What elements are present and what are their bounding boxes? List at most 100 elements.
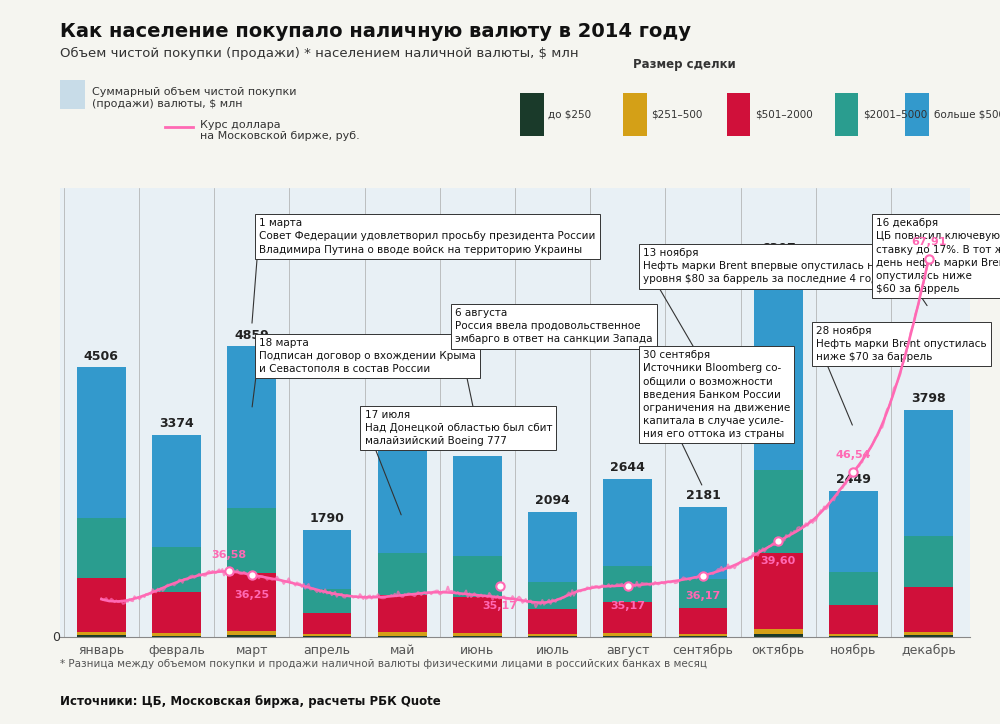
- Bar: [754, 628, 803, 634]
- Bar: [303, 589, 351, 613]
- Bar: [603, 479, 652, 637]
- Bar: [378, 636, 427, 637]
- Text: 3798: 3798: [911, 392, 946, 405]
- Bar: [754, 470, 803, 553]
- Text: $251–500: $251–500: [652, 109, 703, 119]
- Bar: [378, 552, 427, 594]
- Bar: [303, 530, 351, 637]
- FancyBboxPatch shape: [835, 93, 858, 136]
- Bar: [904, 536, 953, 586]
- Bar: [227, 635, 276, 637]
- Bar: [603, 634, 652, 636]
- Bar: [528, 636, 577, 637]
- Bar: [754, 260, 803, 470]
- Bar: [453, 633, 502, 636]
- Bar: [77, 632, 126, 636]
- Bar: [829, 572, 878, 605]
- Bar: [152, 547, 201, 592]
- Text: 6307: 6307: [761, 242, 796, 255]
- Bar: [829, 634, 878, 636]
- Bar: [603, 566, 652, 602]
- Bar: [152, 435, 201, 637]
- Text: $501–2000: $501–2000: [755, 109, 813, 119]
- Text: 1 марта
Совет Федерации удовлетворил просьбу президента России
Владимира Путина : 1 марта Совет Федерации удовлетворил про…: [259, 218, 596, 255]
- Bar: [679, 608, 727, 634]
- Text: 36,58: 36,58: [212, 550, 247, 560]
- Bar: [303, 613, 351, 634]
- Bar: [904, 586, 953, 632]
- Text: 67,91: 67,91: [911, 237, 946, 247]
- FancyBboxPatch shape: [520, 93, 544, 136]
- Bar: [904, 636, 953, 637]
- Bar: [303, 530, 351, 589]
- Bar: [603, 602, 652, 634]
- Bar: [603, 636, 652, 637]
- Text: Объем чистой покупки (продажи) * населением наличной валюты, $ млн: Объем чистой покупки (продажи) * населен…: [60, 47, 579, 60]
- Bar: [453, 556, 502, 597]
- Bar: [829, 636, 878, 637]
- Bar: [453, 597, 502, 633]
- FancyBboxPatch shape: [905, 93, 929, 136]
- Bar: [378, 594, 427, 632]
- Bar: [603, 479, 652, 566]
- Bar: [904, 632, 953, 636]
- Text: 39,60: 39,60: [761, 556, 796, 566]
- Text: 0: 0: [52, 631, 60, 644]
- Text: 6 августа
Россия ввела продовольственное
эмбарго в ответ на санкции Запада: 6 августа Россия ввела продовольственное…: [455, 308, 652, 345]
- Bar: [754, 553, 803, 628]
- FancyBboxPatch shape: [727, 93, 750, 136]
- Text: Как население покупало наличную валюту в 2014 году: Как население покупало наличную валюту в…: [60, 22, 691, 41]
- Text: 4506: 4506: [84, 350, 119, 363]
- Text: 35,17: 35,17: [610, 600, 645, 610]
- FancyBboxPatch shape: [60, 80, 84, 109]
- Text: 46,54: 46,54: [836, 450, 871, 460]
- Bar: [227, 573, 276, 631]
- Text: 28 ноября
Нефть марки Brent опустилась
ниже $70 за баррель: 28 ноября Нефть марки Brent опустилась н…: [816, 326, 986, 362]
- Bar: [152, 636, 201, 637]
- Text: Размер сделки: Размер сделки: [633, 58, 736, 71]
- Bar: [528, 512, 577, 637]
- Text: 36,25: 36,25: [234, 590, 269, 599]
- Bar: [378, 449, 427, 637]
- Bar: [378, 632, 427, 636]
- Bar: [528, 581, 577, 609]
- Text: 13 ноября
Нефть марки Brent впервые опустилась ниже
уровня $80 за баррель за пос: 13 ноября Нефть марки Brent впервые опус…: [643, 248, 897, 285]
- Bar: [528, 609, 577, 634]
- Text: 1790: 1790: [310, 512, 344, 525]
- Bar: [303, 634, 351, 636]
- Text: 2644: 2644: [610, 461, 645, 474]
- Text: 18 марта
Подписан договор о вхождении Крыма
и Севастополя в состав России: 18 марта Подписан договор о вхождении Кр…: [259, 338, 476, 374]
- Bar: [453, 456, 502, 556]
- Text: 3374: 3374: [159, 418, 194, 430]
- Bar: [453, 636, 502, 637]
- Bar: [829, 491, 878, 572]
- Text: больше $5000: больше $5000: [934, 109, 1000, 119]
- Text: 3027: 3027: [460, 438, 495, 451]
- Bar: [453, 456, 502, 637]
- Text: Курс доллара
на Московской бирже, руб.: Курс доллара на Московской бирже, руб.: [200, 119, 360, 141]
- Text: 3140: 3140: [385, 432, 420, 445]
- Text: 16 декабря
ЦБ повысил ключевую
ставку до 17%. В тот же
день нефть марки Brent
оп: 16 декабря ЦБ повысил ключевую ставку до…: [876, 218, 1000, 294]
- FancyBboxPatch shape: [623, 93, 647, 136]
- Bar: [77, 578, 126, 632]
- Text: 30 сентября
Источники Bloomberg со-
общили о возможности
введения Банком России
: 30 сентября Источники Bloomberg со- общи…: [643, 350, 790, 439]
- Bar: [152, 592, 201, 633]
- Bar: [378, 449, 427, 552]
- Bar: [904, 410, 953, 637]
- Bar: [679, 636, 727, 637]
- Text: 2449: 2449: [836, 473, 871, 486]
- Text: 2094: 2094: [535, 494, 570, 507]
- Text: 4859: 4859: [234, 329, 269, 342]
- Text: Источники: ЦБ, Московская биржа, расчеты РБК Quote: Источники: ЦБ, Московская биржа, расчеты…: [60, 695, 441, 708]
- Text: Суммарный объем чистой покупки
(продажи) валюты, $ млн: Суммарный объем чистой покупки (продажи)…: [92, 87, 296, 109]
- Bar: [754, 260, 803, 637]
- Bar: [77, 518, 126, 578]
- Bar: [528, 634, 577, 636]
- Bar: [528, 512, 577, 581]
- Bar: [754, 634, 803, 637]
- Bar: [904, 410, 953, 536]
- Bar: [227, 346, 276, 508]
- Text: $2001–5000: $2001–5000: [863, 109, 927, 119]
- Bar: [679, 634, 727, 636]
- Bar: [77, 368, 126, 637]
